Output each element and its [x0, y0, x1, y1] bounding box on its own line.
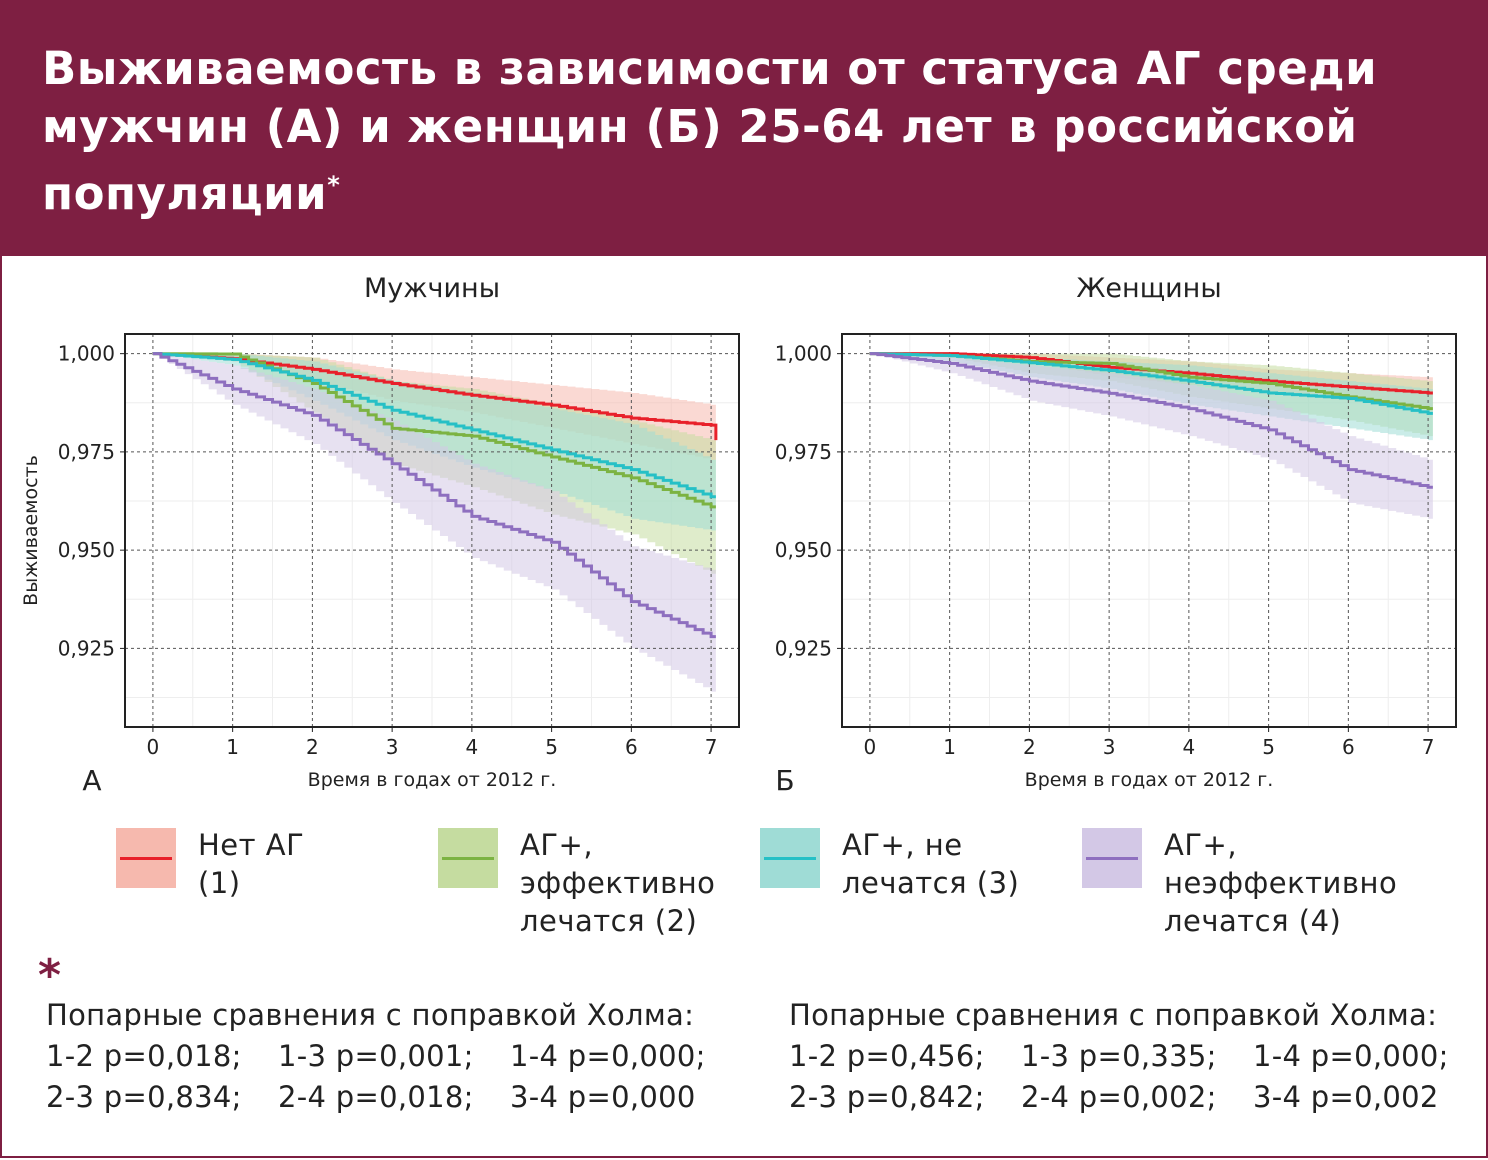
- x-tick-label: 6: [625, 735, 638, 759]
- ci-band-4: [869, 353, 1433, 519]
- y-tick-label: 0,975: [775, 440, 832, 464]
- x-axis-label: Время в годах от 2012 г.: [1025, 769, 1274, 791]
- pvalues-heading: Попарные сравнения с поправкой Холма:: [46, 998, 695, 1032]
- legend-item-4: АГ+, неэффективно лечатся (4): [1082, 826, 1404, 940]
- y-tick-label: 0,975: [58, 440, 115, 464]
- pvalue: 1-2 p=0,018;: [46, 1039, 242, 1073]
- plot-border: [841, 333, 1457, 728]
- pvalue: 2-3 p=0,842;: [789, 1080, 985, 1114]
- legend-swatch: [438, 828, 498, 888]
- x-tick-label: 5: [1262, 735, 1275, 759]
- survival-line-2: [152, 352, 716, 509]
- pvalue: 1-3 p=0,335;: [1021, 1039, 1217, 1073]
- header-banner: Выживаемость в зависимости от статуса АГ…: [0, 0, 1488, 256]
- legend-label: Нет АГ (1): [198, 828, 305, 900]
- legend-swatch: [760, 828, 820, 888]
- pvalue: 3-4 p=0,002: [1253, 1080, 1439, 1114]
- legend-item-1: Нет АГ (1): [116, 826, 328, 902]
- ci-band-4: [152, 353, 716, 692]
- pvalue: 1-2 p=0,456;: [789, 1039, 985, 1073]
- charts: Мужчины 0 1 2 3 4 5 6 7 1,000 0,975 0,950 0,925 Время…: [20, 273, 1457, 797]
- x-tick-label: 0: [864, 735, 877, 759]
- y-tick-label: 1,000: [58, 342, 115, 366]
- x-tick-label: 0: [147, 735, 160, 759]
- pvalue: 2-4 p=0,018;: [278, 1080, 474, 1114]
- pvalues-men: Попарные сравнения с поправкой Холма: 1-…: [46, 995, 706, 1118]
- legend-item-3: АГ+, не лечатся (3): [760, 826, 1022, 902]
- pvalue: 2-3 p=0,834;: [46, 1080, 242, 1114]
- pvalue: 1-3 p=0,001;: [278, 1039, 474, 1073]
- x-tick-label: 3: [1103, 735, 1116, 759]
- pvalue: 1-4 p=0,000;: [1253, 1039, 1449, 1073]
- chart-panel-1: Женщины 0 1 2 3 4 5 6 7 1,000 0,975 0,950 0,925 Время…: [775, 273, 1457, 797]
- x-tick-label: 7: [705, 735, 718, 759]
- chart-title: Женщины: [1076, 273, 1221, 304]
- pvalue: 2-4 p=0,002;: [1021, 1080, 1217, 1114]
- x-tick-label: 1: [943, 735, 956, 759]
- y-tick-label: 1,000: [775, 342, 832, 366]
- panel-label: Б: [775, 764, 794, 797]
- page-title: Выживаемость в зависимости от статуса АГ…: [42, 42, 1378, 220]
- legend-label: АГ+, неэффективно лечатся (4): [1164, 828, 1398, 938]
- x-tick-label: 3: [386, 735, 399, 759]
- pvalue: 3-4 p=0,000: [510, 1080, 696, 1114]
- x-tick-label: 4: [1183, 735, 1196, 759]
- x-tick-label: 5: [545, 735, 558, 759]
- legend-swatch: [1082, 828, 1142, 888]
- x-tick-label: 2: [306, 735, 319, 759]
- survival-line-4: [869, 352, 1433, 489]
- legend-item-2: АГ+, эффективно лечатся (2): [438, 826, 720, 940]
- chart-title: Мужчины: [364, 273, 500, 304]
- footnote-asterisk: *: [38, 950, 62, 1001]
- pvalues-women: Попарные сравнения с поправкой Холма: 1-…: [789, 995, 1449, 1118]
- x-tick-label: 2: [1023, 735, 1036, 759]
- y-tick-label: 0,925: [775, 636, 832, 660]
- survival-line-3: [869, 352, 1433, 415]
- x-tick-label: 4: [466, 735, 479, 759]
- legend-label: АГ+, эффективно лечатся (2): [520, 828, 716, 938]
- x-tick-label: 7: [1422, 735, 1435, 759]
- plot-border: [124, 333, 740, 728]
- chart-panel-0: Мужчины 0 1 2 3 4 5 6 7 1,000 0,975 0,950 0,925 Время…: [20, 273, 740, 797]
- x-tick-label: 1: [226, 735, 239, 759]
- pvalues-heading: Попарные сравнения с поправкой Холма:: [789, 998, 1438, 1032]
- y-tick-label: 0,950: [775, 538, 832, 562]
- y-tick-label: 0,950: [58, 538, 115, 562]
- ci-band-1: [152, 353, 716, 460]
- legend-label: АГ+, не лечатся (3): [842, 828, 1020, 900]
- legend-swatch: [116, 828, 176, 888]
- y-tick-label: 0,925: [58, 636, 115, 660]
- x-axis-label: Время в годах от 2012 г.: [308, 769, 557, 791]
- y-axis-label: Выживаемость: [20, 455, 42, 606]
- survival-line-4: [152, 352, 716, 639]
- pvalue: 1-4 p=0,000;: [510, 1039, 706, 1073]
- ci-band-2: [869, 353, 1433, 437]
- x-tick-label: 6: [1342, 735, 1355, 759]
- panel-label: А: [82, 764, 101, 797]
- survival-line-3: [152, 352, 716, 499]
